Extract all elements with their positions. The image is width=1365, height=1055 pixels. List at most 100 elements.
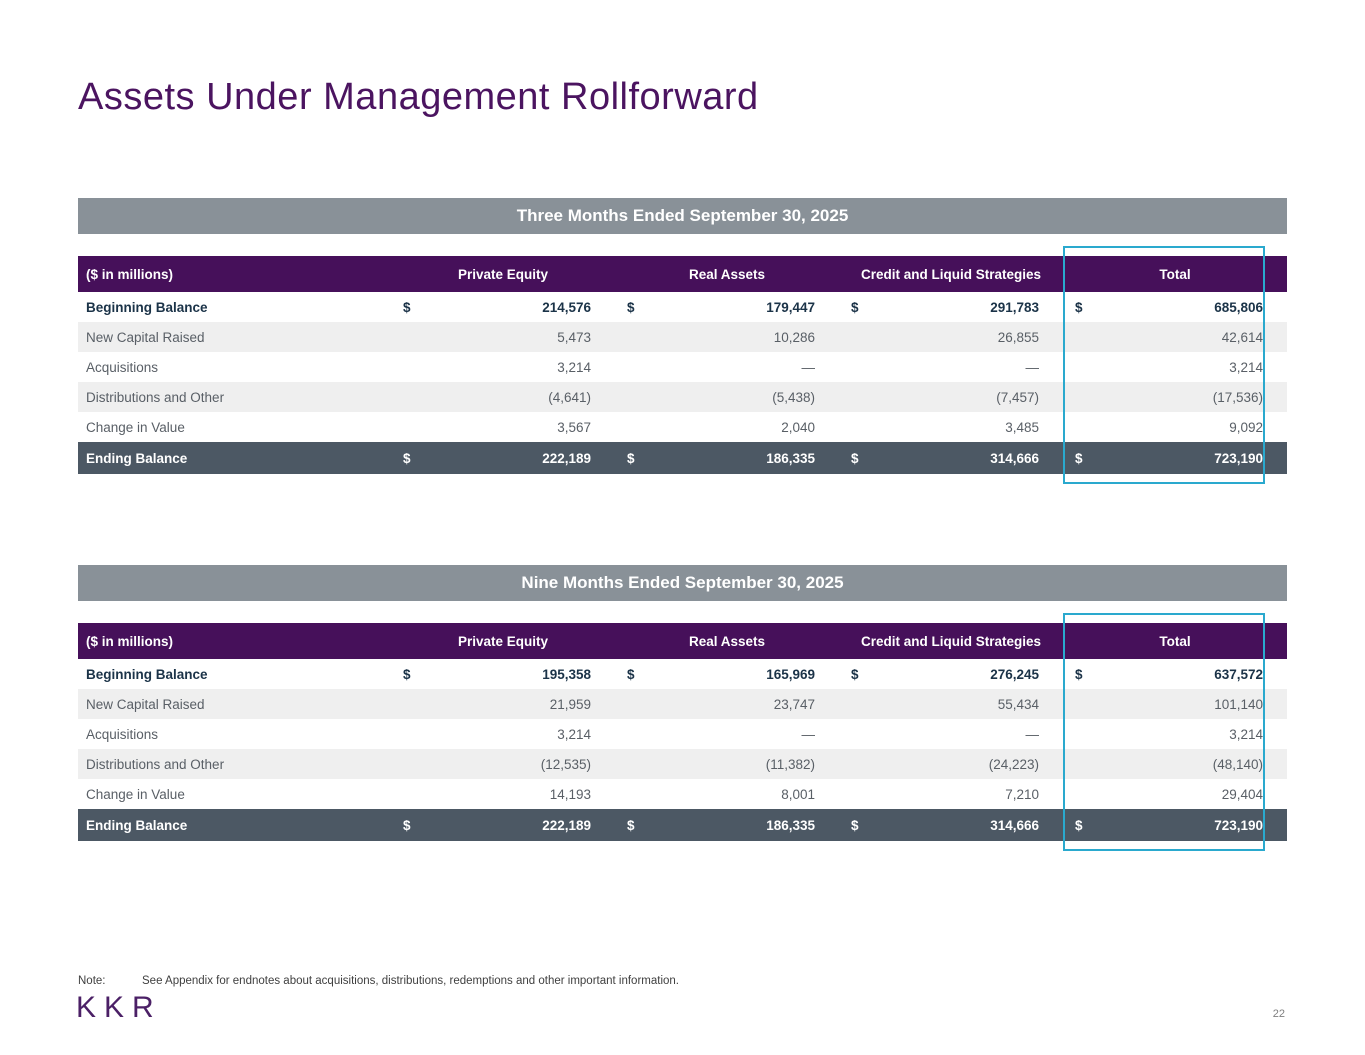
cell-value: 195,358 (542, 666, 591, 682)
dollar-sign (615, 719, 645, 749)
units-label: ($ in millions) (86, 266, 174, 282)
dollar-sign (391, 412, 421, 442)
row-label: Acquisitions (86, 726, 159, 742)
cell-value: 723,190 (1214, 450, 1263, 466)
cell-value: 29,404 (1221, 786, 1263, 802)
table-row: Beginning Balance $214,576 $179,447 $291,78… (78, 292, 1287, 322)
page-number: 22 (1272, 1008, 1285, 1020)
column-header: Private Equity (457, 266, 549, 282)
dollar-sign (615, 412, 645, 442)
dollar-sign (615, 382, 645, 412)
three-months-table: Three Months Ended September 30, 2025 ($… (78, 198, 1287, 484)
column-header: Total (1159, 266, 1191, 282)
row-label: Beginning Balance (86, 299, 208, 315)
cell-value: 186,335 (766, 817, 815, 833)
cell-value: 186,335 (766, 450, 815, 466)
dollar-sign: $ (403, 666, 411, 682)
cell-value: 14,193 (549, 786, 591, 802)
dollar-sign: $ (627, 299, 635, 315)
dollar-sign: $ (1075, 666, 1083, 682)
dollar-sign (391, 382, 421, 412)
footnote-text: See Appendix for endnotes about acquisit… (142, 975, 679, 987)
cell-value: 3,214 (557, 726, 591, 742)
cell-value: 685,806 (1214, 299, 1263, 315)
dollar-sign (839, 689, 869, 719)
column-header: Total (1159, 633, 1191, 649)
column-header: Real Assets (688, 266, 766, 282)
cell-value: 5,473 (557, 329, 591, 345)
cell-value: 3,214 (1229, 726, 1263, 742)
cell-value: 3,214 (557, 359, 591, 375)
table-row: Beginning Balance $195,358 $165,969 $276,24… (78, 659, 1287, 689)
table-rows: Beginning Balance $195,358 $165,969 $276,24… (78, 659, 1287, 841)
cell-value: 222,189 (542, 817, 591, 833)
table-banner: Nine Months Ended September 30, 2025 (78, 565, 1287, 601)
dollar-sign: $ (403, 299, 411, 315)
cell-value: (12,535) (540, 756, 591, 772)
row-label: Ending Balance (86, 450, 188, 466)
table-row: Ending Balance $222,189 $186,335 $314,666 $7… (78, 809, 1287, 841)
page-title: Assets Under Management Rollforward (78, 76, 759, 118)
column-header: Real Assets (688, 633, 766, 649)
dollar-sign (1063, 779, 1093, 809)
dollar-sign (1063, 322, 1093, 352)
cell-value: — (1025, 726, 1040, 742)
row-label: New Capital Raised (86, 329, 205, 345)
kkr-logo: KKR (76, 991, 162, 1024)
table-banner: Three Months Ended September 30, 2025 (78, 198, 1287, 234)
dollar-sign (391, 322, 421, 352)
footnote: Note: See Appendix for endnotes about ac… (78, 975, 679, 987)
cell-value: 291,783 (990, 299, 1039, 315)
cell-value: 7,210 (1005, 786, 1039, 802)
dollar-sign (839, 412, 869, 442)
dollar-sign (839, 382, 869, 412)
dollar-sign (839, 779, 869, 809)
cell-value: 276,245 (990, 666, 1039, 682)
table-row: Distributions and Other (4,641) (5,438) (7,… (78, 382, 1287, 412)
dollar-sign (391, 352, 421, 382)
dollar-sign (615, 689, 645, 719)
dollar-sign: $ (851, 450, 859, 466)
cell-value: 179,447 (766, 299, 815, 315)
row-label: Change in Value (86, 786, 185, 802)
nine-months-table: Nine Months Ended September 30, 2025 ($ … (78, 565, 1287, 851)
table-row: New Capital Raised 21,959 23,747 55,434 101,… (78, 689, 1287, 719)
cell-value: — (801, 726, 816, 742)
units-label: ($ in millions) (86, 633, 174, 649)
table-header-row: ($ in millions) Private Equity Real Asset… (78, 256, 1287, 292)
table-row: Ending Balance $222,189 $186,335 $314,666 $7… (78, 442, 1287, 474)
dollar-sign: $ (851, 817, 859, 833)
dollar-sign: $ (403, 450, 411, 466)
dollar-sign (391, 689, 421, 719)
table-rows: Beginning Balance $214,576 $179,447 $291,78… (78, 292, 1287, 474)
dollar-sign (1063, 412, 1093, 442)
dollar-sign (615, 749, 645, 779)
table-row: Acquisitions 3,214 — — 3,214 (78, 352, 1287, 382)
dollar-sign: $ (1075, 450, 1083, 466)
dollar-sign: $ (851, 666, 859, 682)
cell-value: 3,567 (557, 419, 591, 435)
cell-value: (7,457) (996, 389, 1039, 405)
cell-value: (4,641) (548, 389, 591, 405)
row-label: Ending Balance (86, 817, 188, 833)
dollar-sign: $ (627, 450, 635, 466)
cell-value: 214,576 (542, 299, 591, 315)
cell-value: 3,485 (1005, 419, 1039, 435)
dollar-sign (1063, 689, 1093, 719)
row-label: Beginning Balance (86, 666, 208, 682)
dollar-sign (839, 749, 869, 779)
row-label: Change in Value (86, 419, 185, 435)
column-header: Credit and Liquid Strategies (860, 266, 1042, 282)
dollar-sign (391, 749, 421, 779)
table-row: New Capital Raised 5,473 10,286 26,855 42,61… (78, 322, 1287, 352)
cell-value: — (1025, 359, 1040, 375)
dollar-sign (615, 779, 645, 809)
column-header: Credit and Liquid Strategies (860, 633, 1042, 649)
table-row: Distributions and Other (12,535) (11,382) (… (78, 749, 1287, 779)
dollar-sign (391, 779, 421, 809)
cell-value: 222,189 (542, 450, 591, 466)
dollar-sign: $ (403, 817, 411, 833)
table-row: Change in Value 14,193 8,001 7,210 29,404 (78, 779, 1287, 809)
dollar-sign (839, 322, 869, 352)
